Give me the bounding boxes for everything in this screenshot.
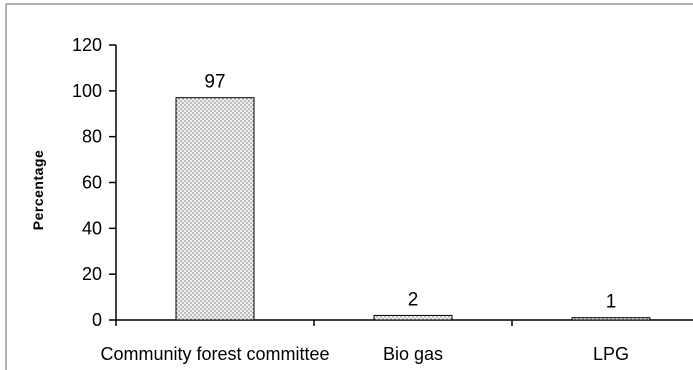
data-label-1: 97 (204, 72, 225, 93)
data-labels: 97 2 1 (204, 72, 616, 313)
y-tick-label: 0 (92, 310, 102, 330)
y-tick-label: 40 (82, 218, 102, 238)
y-tick-label: 80 (82, 127, 102, 147)
x-ticks (115, 320, 513, 326)
bars (175, 97, 651, 321)
bar-1 (175, 97, 255, 321)
category-label-3: LPG (593, 344, 629, 364)
y-tick-label: 120 (72, 35, 102, 55)
category-label-2: Bio gas (383, 344, 443, 364)
y-tick-label: 100 (72, 81, 102, 101)
category-labels: Community forest committee Bio gas LPG (100, 344, 629, 364)
data-label-3: 1 (606, 292, 617, 313)
y-tick-label: 20 (82, 264, 102, 284)
bar-3 (571, 317, 651, 321)
data-label-2: 2 (408, 289, 419, 310)
category-label-1: Community forest committee (100, 344, 329, 364)
y-tick-label: 60 (82, 173, 102, 193)
y-axis-title: Percentage (30, 150, 46, 230)
y-ticks: 0 20 40 60 80 100 120 (72, 35, 116, 330)
bar-2 (373, 314, 453, 321)
